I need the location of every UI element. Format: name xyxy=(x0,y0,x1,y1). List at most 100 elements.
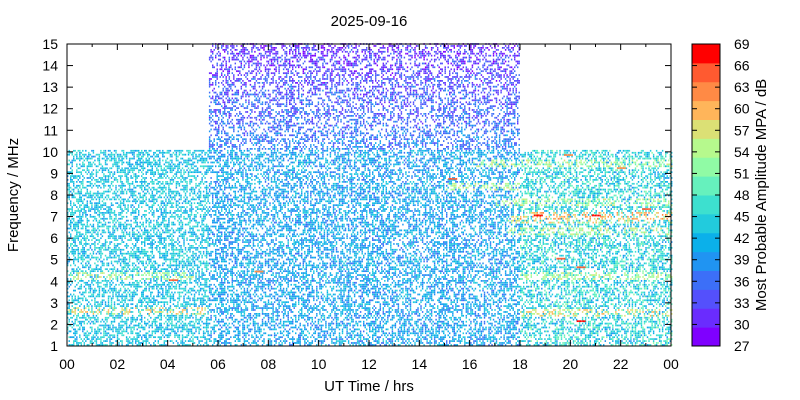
heatmap-cell xyxy=(118,165,119,167)
heatmap-cell xyxy=(105,181,106,183)
heatmap-cell xyxy=(192,325,193,327)
heatmap-cell xyxy=(112,334,113,336)
heatmap-cell xyxy=(111,218,112,220)
heatmap-cell xyxy=(137,290,138,292)
heatmap-cell xyxy=(152,305,153,307)
heatmap-cell xyxy=(180,288,181,290)
heatmap-cell xyxy=(152,276,153,278)
heatmap-cell xyxy=(165,253,166,255)
heatmap-cell xyxy=(186,237,187,239)
heatmap-cell xyxy=(121,299,122,301)
heatmap-cell xyxy=(102,290,103,292)
heatmap-cell xyxy=(127,173,128,175)
heatmap-cell xyxy=(94,332,95,334)
heatmap-cell xyxy=(114,160,115,162)
heatmap-cell xyxy=(161,274,162,276)
heatmap-cell xyxy=(179,338,180,340)
heatmap-cell xyxy=(191,206,192,208)
heatmap-cell xyxy=(180,208,181,210)
heatmap-cell xyxy=(183,173,184,175)
heatmap-cell xyxy=(140,280,141,282)
heatmap-cell xyxy=(150,282,151,284)
heatmap-cell xyxy=(156,189,157,191)
heatmap-cell xyxy=(180,171,181,173)
heatmap-cell xyxy=(186,268,187,270)
heatmap-cell xyxy=(123,329,124,331)
heatmap-cell xyxy=(174,317,175,319)
heatmap-cell xyxy=(197,239,198,241)
heatmap-cell xyxy=(90,164,91,166)
heatmap-cell xyxy=(182,282,183,284)
heatmap-cell xyxy=(121,282,122,284)
heatmap-cell xyxy=(203,331,204,333)
heatmap-cell xyxy=(132,253,133,255)
heatmap-cell xyxy=(99,214,100,216)
heatmap-cell xyxy=(96,257,97,259)
heatmap-cell xyxy=(75,276,76,278)
heatmap-cell xyxy=(120,200,121,202)
heatmap-cell xyxy=(88,230,89,232)
heatmap-cell xyxy=(185,195,186,197)
heatmap-cell xyxy=(79,257,80,259)
heatmap-cell xyxy=(72,239,73,241)
heatmap-cell xyxy=(105,222,106,224)
heatmap-cell xyxy=(185,233,186,235)
heatmap-cell xyxy=(126,167,127,169)
heatmap-cell xyxy=(186,212,187,214)
heatmap-cell xyxy=(203,197,204,199)
heatmap-cell xyxy=(129,185,130,187)
heatmap-cell xyxy=(167,150,168,152)
heatmap-cell xyxy=(90,191,91,193)
heatmap-cell xyxy=(114,191,115,193)
heatmap-cell xyxy=(146,325,147,327)
heatmap-cell xyxy=(97,327,98,329)
heatmap-cell xyxy=(159,197,160,199)
heatmap-cell xyxy=(164,164,165,166)
heatmap-cell xyxy=(162,171,163,173)
heatmap-cell xyxy=(73,278,74,280)
heatmap-cell xyxy=(158,197,159,199)
heatmap-cell xyxy=(212,265,213,267)
heatmap-cell xyxy=(170,210,171,212)
heatmap-cell xyxy=(192,189,193,191)
heatmap-cell xyxy=(195,222,196,224)
heatmap-cell xyxy=(185,224,186,226)
heatmap-cell xyxy=(204,313,205,315)
heatmap-cell xyxy=(179,265,180,267)
heatmap-cell xyxy=(133,296,134,298)
heatmap-cell xyxy=(112,251,113,253)
heatmap-cell xyxy=(156,331,157,333)
heatmap-cell xyxy=(201,305,202,307)
heatmap-cell xyxy=(162,152,163,154)
heatmap-cell xyxy=(106,263,107,265)
heatmap-cell xyxy=(130,329,131,331)
heatmap-cell xyxy=(120,214,121,216)
heatmap-cell xyxy=(161,212,162,214)
heatmap-cell xyxy=(135,200,136,202)
heatmap-cell xyxy=(81,156,82,158)
heatmap-cell xyxy=(70,274,71,276)
heatmap-cell xyxy=(167,255,168,257)
heatmap-cell xyxy=(90,177,91,179)
heatmap-cell xyxy=(195,210,196,212)
heatmap-cell xyxy=(78,325,79,327)
heatmap-cell xyxy=(197,268,198,270)
heatmap-cell xyxy=(191,321,192,323)
heatmap-cell xyxy=(137,334,138,336)
heatmap-cell xyxy=(91,329,92,331)
heatmap-cell xyxy=(147,152,148,154)
heatmap-cell xyxy=(73,214,74,216)
heatmap-cell xyxy=(201,245,202,247)
heatmap-cell xyxy=(121,224,122,226)
heatmap-cell xyxy=(100,206,101,208)
heatmap-cell xyxy=(161,329,162,331)
heatmap-cell xyxy=(210,331,211,333)
heatmap-cell xyxy=(152,323,153,325)
heatmap-cell xyxy=(137,294,138,296)
heatmap-cell xyxy=(75,340,76,342)
heatmap-cell xyxy=(201,303,202,305)
heatmap-cell xyxy=(144,154,145,156)
heatmap-cell xyxy=(87,255,88,257)
heatmap-cell xyxy=(182,251,183,253)
heatmap-cell xyxy=(156,191,157,193)
